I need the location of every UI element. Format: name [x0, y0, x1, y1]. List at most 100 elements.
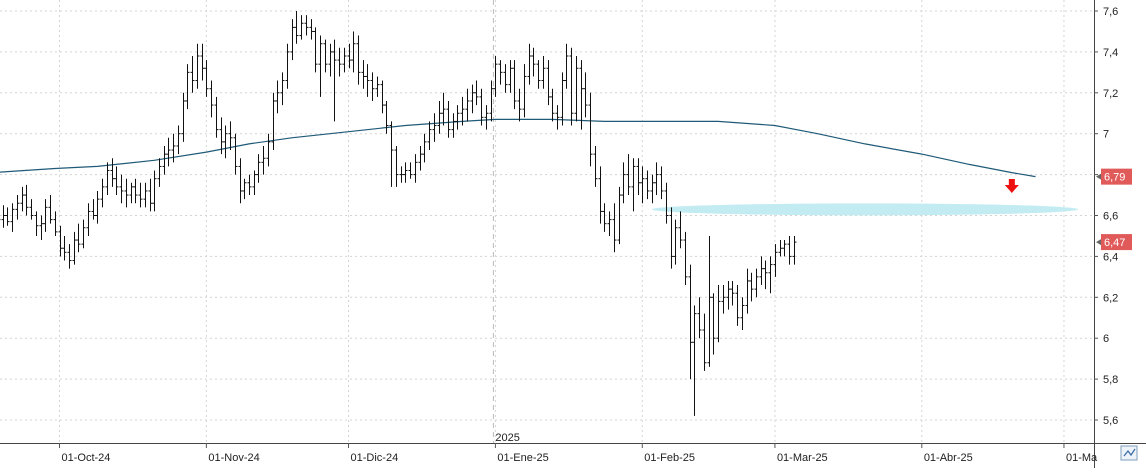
- ohlc-bar: [304, 15, 309, 36]
- ohlc-bar: [745, 268, 750, 314]
- ohlc-bar: [138, 182, 143, 208]
- ohlc-bar: [702, 313, 707, 371]
- x-tick-label: 01-Abr-25: [924, 452, 973, 464]
- ohlc-bar: [380, 80, 385, 114]
- ohlc-bar: [588, 92, 593, 167]
- ohlc-bar: [583, 72, 588, 118]
- x-tick-label: 01-Nov-24: [208, 452, 259, 464]
- ohlc-bar: [347, 43, 352, 69]
- ohlc-bar: [612, 203, 617, 253]
- x-tick-label: 01-Dic-24: [351, 452, 399, 464]
- ohlc-bar: [39, 215, 44, 241]
- ohlc-bar: [361, 60, 366, 89]
- ohlc-bar: [598, 166, 603, 224]
- x-tick-label: 01-Ene-25: [497, 452, 548, 464]
- ohlc-bar: [34, 211, 39, 236]
- x-axis-ticks: 01-Oct-24 01-Nov-24 01-Dic-24 01-Ene-25 01-F…: [59, 432, 1098, 464]
- ohlc-bar: [58, 225, 63, 257]
- ohlc-bar: [617, 186, 622, 245]
- ohlc-bar: [503, 64, 508, 93]
- ohlc-bar: [763, 260, 768, 290]
- ohlc-bar: [200, 43, 205, 81]
- chart-toggle-icon: [1123, 448, 1136, 457]
- x-tick-label: 01-Oct-24: [62, 452, 111, 464]
- ohlc-bar: [432, 113, 437, 142]
- ohlc-bar: [105, 162, 110, 196]
- ohlc-bar: [493, 55, 498, 97]
- ohlc-bar: [152, 170, 157, 212]
- ohlc-bar: [621, 162, 626, 204]
- ohlc-bar: [536, 60, 541, 89]
- ohlc-bar: [280, 72, 285, 106]
- ohlc-bar: [133, 178, 138, 204]
- ohlc-bar: [100, 178, 105, 208]
- ohlc-bar: [323, 39, 328, 73]
- ohlc-bar: [560, 72, 565, 126]
- ohlc-bar: [384, 100, 389, 134]
- ohlc-bar: [162, 145, 167, 175]
- ohlc-bar: [309, 19, 314, 40]
- ohlc-bar: [171, 133, 176, 163]
- ohlc-bar: [631, 158, 636, 212]
- ohlc-bar: [204, 60, 209, 97]
- ohlc-bar: [498, 60, 503, 85]
- ohlc-bar: [53, 211, 58, 236]
- ohlc-bar: [607, 211, 612, 236]
- y-tick-label: 6,6: [1103, 211, 1118, 223]
- ohlc-bar: [716, 285, 721, 343]
- gridlines: [0, 0, 1094, 443]
- ohlc-bar: [408, 162, 413, 179]
- resistance-band: [651, 203, 1079, 216]
- ohlc-bar: [683, 231, 688, 286]
- ohlc-bar: [399, 166, 404, 183]
- ohlc-bars-layer: [0, 11, 797, 416]
- ohlc-bar: [707, 235, 712, 367]
- ohlc-bar: [365, 64, 370, 97]
- ohlc-bar: [124, 178, 129, 208]
- ohlc-bar: [271, 92, 276, 151]
- moving-average-layer: [0, 118, 1036, 178]
- ohlc-bar: [290, 19, 295, 61]
- ohlc-bar: [740, 297, 745, 331]
- ohlc-bar: [792, 235, 797, 265]
- ohlc-bar: [640, 166, 645, 204]
- price-badge-label: 6,47: [1104, 237, 1125, 249]
- ohlc-bar: [261, 145, 266, 175]
- ohlc-bar: [759, 256, 764, 286]
- price-badge: [1101, 168, 1132, 185]
- ohlc-bar: [711, 293, 716, 355]
- ohlc-bar: [148, 178, 153, 212]
- ohlc-bar: [564, 43, 569, 89]
- ohlc-bar: [517, 88, 522, 122]
- ohlc-bar: [574, 55, 579, 122]
- signal-arrow-layer: [1004, 178, 1019, 193]
- ohlc-bar: [10, 203, 15, 232]
- ohlc-bar: [166, 137, 171, 167]
- ohlc-bar: [72, 231, 77, 265]
- y-tick-label: 7,4: [1103, 47, 1118, 59]
- ohlc-bar: [645, 170, 650, 200]
- ohlc-bar: [351, 31, 356, 73]
- y-axis-ticks: 7,67,47,276,86,66,46,265,85,6: [1094, 6, 1118, 427]
- ohlc-bar: [546, 60, 551, 106]
- resistance-band-layer: [651, 203, 1079, 216]
- ohlc-bar: [460, 96, 465, 126]
- ohlc-bar: [735, 285, 740, 326]
- ohlc-bar: [470, 84, 475, 114]
- ohlc-bar: [181, 92, 186, 142]
- ohlc-bar: [15, 195, 20, 220]
- ohlc-bar: [275, 80, 280, 114]
- ohlc-bar: [403, 162, 408, 183]
- ohlc-bar: [512, 60, 517, 110]
- ohlc-bar: [1, 205, 6, 228]
- ohlc-bar: [451, 113, 456, 138]
- ohlc-bar: [579, 60, 584, 130]
- price-badge-pointer: [1096, 239, 1101, 246]
- ohlc-bar: [119, 174, 124, 204]
- ohlc-bar: [294, 11, 299, 44]
- ohlc-bar: [484, 105, 489, 130]
- ohlc-bar: [441, 92, 446, 126]
- ohlc-bar: [252, 170, 257, 196]
- scale-toggle-button[interactable]: [1120, 445, 1138, 461]
